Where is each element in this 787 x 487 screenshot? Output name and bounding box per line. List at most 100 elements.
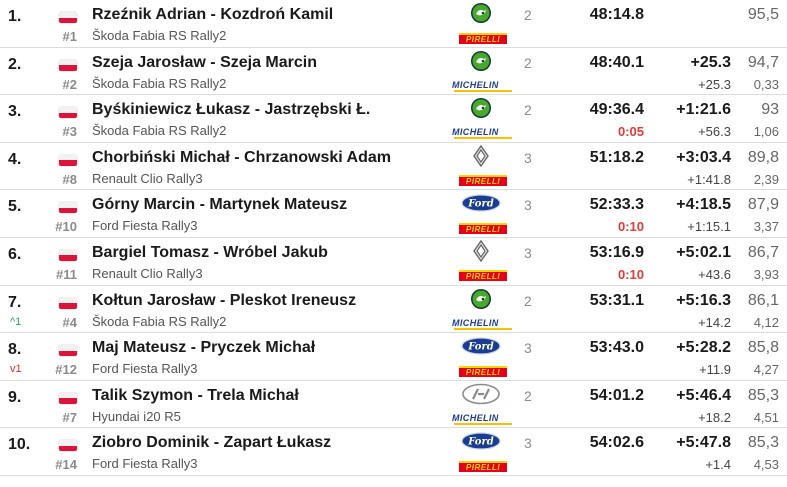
tyre-brand: MICHELIN: [452, 126, 514, 140]
diff-to-leader: +3:03.4: [676, 148, 731, 166]
position: 4.: [8, 150, 22, 168]
avg-speed: 86,7: [747, 243, 779, 261]
avg-speed: 86,1: [747, 291, 779, 309]
diff-to-previous: +43.6: [698, 266, 731, 282]
avg-speed: 85,8: [747, 339, 779, 357]
table-row[interactable]: 4. #8 Chorbiński Michał - Chrzanowski Adam…: [0, 143, 787, 191]
diff-to-leader: +25.3: [690, 53, 731, 71]
diff-to-leader: +5:28.2: [676, 339, 731, 357]
table-row[interactable]: 7. ^1 #4 Kołtun Jarosław - Pleskot Ireneusz…: [0, 286, 787, 334]
stage-time: 49:36.4: [589, 101, 644, 119]
table-row[interactable]: 2. #2 Szeja Jarosław - Szeja Marcin Škoda F…: [0, 48, 787, 96]
class-group: 2: [524, 54, 532, 71]
stage-time: 52:33.3: [589, 196, 644, 214]
michelin-logo: MICHELIN: [452, 79, 514, 92]
car-number: #4: [62, 314, 77, 330]
diff-to-previous: +25.3: [698, 76, 731, 92]
tyre-brand: PIRELLI: [452, 31, 514, 45]
sec-per-km: 3,37: [753, 219, 779, 235]
car-number: #2: [62, 76, 77, 92]
table-row[interactable]: 9. #7 Talik Szymon - Trela Michał Hyundai i…: [0, 381, 787, 429]
crew-name[interactable]: Kołtun Jarosław - Pleskot Ireneusz: [92, 291, 357, 309]
pirelli-logo: PIRELLI: [459, 222, 507, 234]
tyre-brand: PIRELLI: [452, 364, 514, 378]
michelin-logo: MICHELIN: [452, 127, 514, 140]
crew-name[interactable]: Rzeźnik Adrian - Kozdroń Kamil: [92, 6, 334, 23]
diff-to-previous: +1:15.1: [687, 219, 731, 235]
crew-name[interactable]: Ziobro Dominik - Zapart Łukasz: [92, 434, 332, 452]
avg-speed: 93: [761, 101, 779, 119]
flag-poland-icon: [59, 202, 77, 214]
tyre-brand: MICHELIN: [452, 79, 514, 93]
flag-poland-icon: [59, 12, 77, 23]
arrow-up-icon: ^: [10, 315, 16, 328]
svg-text:Ford: Ford: [467, 342, 493, 353]
sec-per-km: 0,33: [753, 76, 779, 92]
table-row[interactable]: 6. #11 Bargiel Tomasz - Wróbel Jakub Renaul…: [0, 238, 787, 286]
diff-to-previous: +18.2: [698, 409, 731, 425]
crew-name[interactable]: Maj Mateusz - Pryczek Michał: [92, 339, 316, 357]
stage-time: 48:14.8: [589, 6, 644, 23]
car-model: Ford Fiesta Rally3: [92, 218, 198, 234]
crew-name[interactable]: Bargiel Tomasz - Wróbel Jakub: [92, 243, 328, 261]
table-row[interactable]: 5. #10 Górny Marcin - Martynek Mateusz Ford…: [0, 190, 787, 238]
hyundai-logo-icon: [458, 383, 504, 405]
class-group: 3: [524, 149, 532, 166]
class-group: 3: [524, 435, 532, 452]
avg-speed: 95,5: [747, 6, 779, 23]
car-number: #10: [55, 219, 77, 235]
sec-per-km: 1,06: [753, 124, 779, 140]
car-model: Škoda Fabia RS Rally2: [92, 123, 227, 139]
pirelli-logo: PIRELLI: [459, 32, 507, 44]
avg-speed: 94,7: [747, 53, 779, 71]
pirelli-logo: PIRELLI: [459, 175, 507, 187]
crew-name[interactable]: Górny Marcin - Martynek Mateusz: [92, 196, 348, 214]
renault-logo-icon: [458, 239, 504, 262]
car-model: Škoda Fabia RS Rally2: [92, 75, 227, 91]
table-row[interactable]: 1. #1 Rzeźnik Adrian - Kozdroń Kamil Škoda …: [0, 0, 787, 48]
stage-time: 54:01.2: [589, 386, 644, 404]
arrow-down-icon: v: [10, 363, 16, 376]
tyre-brand: PIRELLI: [452, 221, 514, 235]
stage-time: 53:43.0: [589, 339, 644, 357]
class-group: 2: [524, 102, 532, 119]
pirelli-logo: PIRELLI: [459, 270, 507, 282]
table-row[interactable]: 3. #3 Byśkiniewicz Łukasz - Jastrzębski Ł.…: [0, 95, 787, 143]
car-number: #8: [62, 171, 77, 187]
diff-to-previous: +11.9: [699, 362, 731, 378]
class-group: 2: [524, 387, 532, 404]
class-group: 3: [524, 244, 532, 261]
michelin-logo: MICHELIN: [452, 317, 514, 330]
car-model: Ford Fiesta Rally3: [92, 456, 198, 472]
diff-to-previous: +56.3: [698, 124, 731, 140]
flag-poland-icon: [59, 59, 77, 71]
stage-time: 51:18.2: [589, 148, 644, 166]
renault-logo-icon: [458, 144, 504, 167]
pirelli-logo: PIRELLI: [459, 365, 507, 377]
diff-to-previous: +14.2: [698, 314, 731, 330]
class-group: 3: [524, 197, 532, 214]
flag-poland-icon: [59, 154, 77, 166]
skoda-logo-icon: [458, 97, 504, 119]
table-row[interactable]: 10. #14 Ziobro Dominik - Zapart Łukasz Ford…: [0, 428, 787, 476]
sec-per-km: 3,93: [753, 266, 779, 282]
crew-name[interactable]: Byśkiniewicz Łukasz - Jastrzębski Ł.: [92, 101, 371, 119]
diff-to-previous: +1:41.8: [687, 171, 731, 187]
car-model: Škoda Fabia RS Rally2: [92, 313, 227, 329]
position-change: ^1: [10, 315, 22, 328]
car-model: Ford Fiesta Rally3: [92, 361, 198, 377]
car-number: #3: [62, 124, 77, 140]
diff-to-leader: +5:47.8: [676, 434, 731, 452]
stage-time: 53:16.9: [589, 243, 644, 261]
stage-time: 54:02.6: [589, 434, 644, 452]
penalty: 0:10: [617, 219, 644, 235]
table-row[interactable]: 8. v1 #12 Maj Mateusz - Pryczek Michał Ford …: [0, 333, 787, 381]
svg-text:Ford: Ford: [467, 199, 493, 210]
crew-name[interactable]: Chorbiński Michał - Chrzanowski Adam: [92, 148, 392, 166]
car-number: #11: [56, 266, 77, 282]
position: 10.: [8, 436, 31, 454]
avg-speed: 85,3: [747, 434, 779, 452]
crew-name[interactable]: Talik Szymon - Trela Michał: [92, 386, 299, 404]
crew-name[interactable]: Szeja Jarosław - Szeja Marcin: [92, 53, 317, 71]
position: 6.: [8, 245, 22, 263]
